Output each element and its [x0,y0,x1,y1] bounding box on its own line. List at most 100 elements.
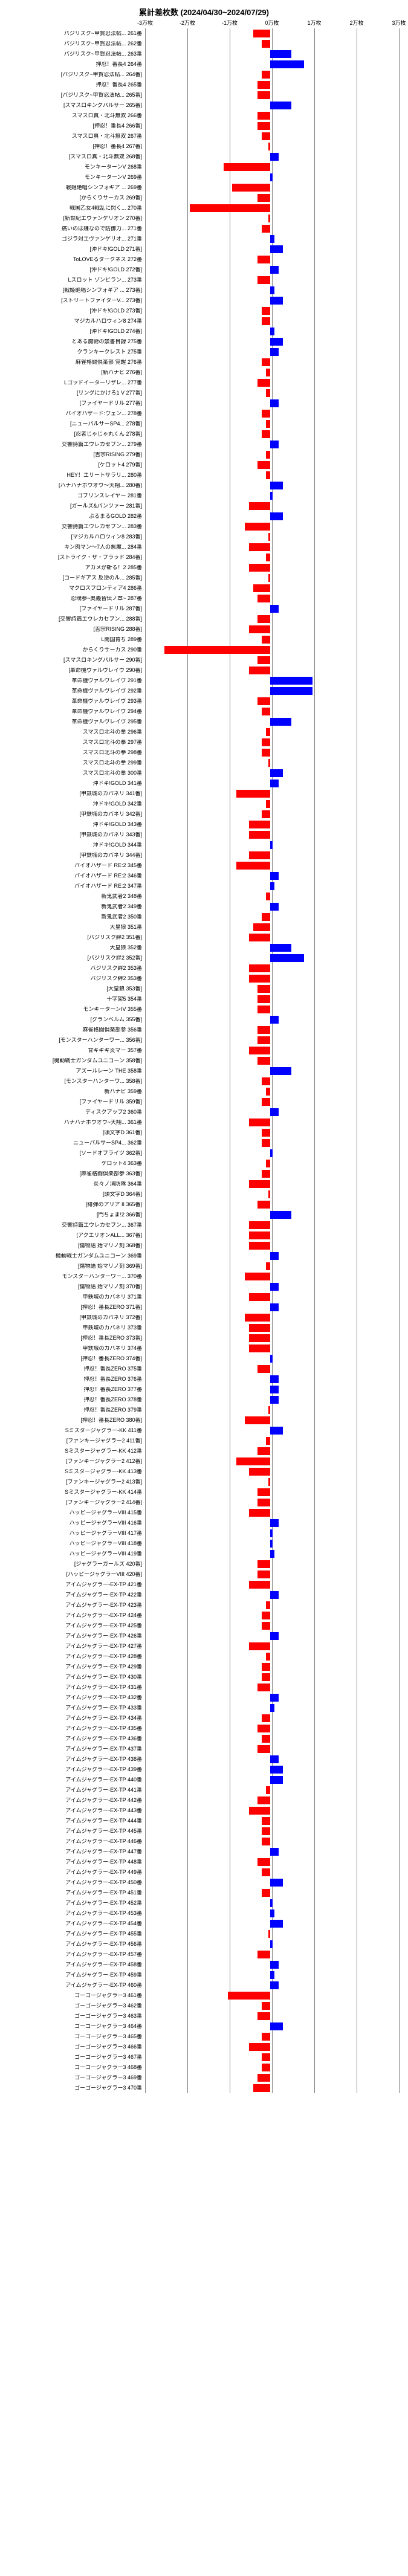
bar [270,235,274,243]
row-label: [大皇狼 353番] [6,986,143,992]
bar-area [143,1528,397,1538]
bar [270,1961,279,1969]
chart-row: [甲鉄城のカバネリ 344番] [6,850,402,860]
bar-area [143,850,397,860]
bar [262,913,270,921]
row-label: 革命機ヴァルヴレイヴ 291番 [6,678,143,683]
bar-area [143,2021,397,2032]
chart-row: 沖ドキ!GOLD 343番 [6,819,402,830]
bar [270,50,291,58]
bar-area [143,1641,397,1651]
row-label: [ファンキージャグラー2 412番] [6,1459,143,1464]
chart-row: クランキークレスト 275番 [6,347,402,357]
bar-area [143,2011,397,2021]
row-label: Sミスタージャグラー-KK 412番 [6,1448,143,1454]
chart-row: [バジリスク絆2 352番] [6,953,402,963]
bar-area [143,2001,397,2011]
chart-row: 甲鉄城のカバネリ 374番 [6,1343,402,1354]
chart-row: [押忍！番長ZERO 371番] [6,1302,402,1312]
bar-area [143,193,397,203]
row-label: [押忍！番長ZERO 380番] [6,1418,143,1423]
bar-area [143,2032,397,2042]
bar-area [143,542,397,552]
bar [249,1232,270,1239]
bar-area [143,172,397,182]
bar-area [143,1919,397,1929]
bar [262,1612,270,1619]
row-label: 新ハナビ 359番 [6,1089,143,1094]
bar [270,1283,279,1291]
bar [257,81,270,89]
bar-area [143,1775,397,1785]
bar [224,163,270,171]
bar [190,204,270,212]
bar [262,1098,270,1106]
row-label: ハッピージャグラーVIII 416番 [6,1520,143,1526]
chart-row: アイムジャグラー-EX-TP 459番 [6,1970,402,1980]
bar-area [143,121,397,131]
bar-area [143,254,397,265]
chart-row: [ファンキージャグラー2 412番] [6,1456,402,1467]
row-label: [スマスロ真・北斗無双 268番] [6,154,143,160]
row-label: [マジカルハロウィン8 283番] [6,534,143,540]
chart-row: アズールレーン THE 358番 [6,1066,402,1076]
bar-area [143,676,397,686]
row-label: [麻雀格闘倶楽部参 363番] [6,1171,143,1177]
chart-row: [沖ドキ!GOLD 274番] [6,326,402,337]
bar [266,451,270,459]
bar [249,625,270,633]
bar [270,1879,283,1887]
chart-row: アイムジャグラー-EX-TP 426番 [6,1631,402,1641]
bar-area [143,1980,397,1990]
row-label: ゴジラ対エヴァンゲリオ... 271番 [6,236,143,242]
row-label: ハッピージャグラーVIII 417番 [6,1531,143,1536]
bar-area [143,367,397,378]
chart-row: [甲鉄城のカバネリ 372番] [6,1312,402,1323]
chart-row: バイオハザード RE:2 347番 [6,881,402,891]
bar [262,225,270,233]
row-label: [甲鉄城のカバネリ 341番] [6,791,143,796]
bar-area [143,1138,397,1148]
bar-area [143,758,397,768]
bar-area [143,1580,397,1590]
bar-area [143,1179,397,1189]
chart-row: とある魔術の禁書目録 275番 [6,337,402,347]
chart-row: [ファンキージャグラー2 411番] [6,1436,402,1446]
chart-row: スマスロ真・北斗無双 267番 [6,131,402,141]
chart-row: [バジリスク~甲賀忍法帖... 264番] [6,69,402,80]
row-label: ゴーゴージャグラー3 469番 [6,2075,143,2080]
row-label: [ジャグラーガールズ 420番] [6,1561,143,1567]
bar [249,543,270,551]
bar-area [143,1312,397,1323]
chart-row: アイムジャグラー-EX-TP 434番 [6,1713,402,1723]
row-label: 機動戦士ガンダムユニコーン 369番 [6,1253,143,1259]
chart-row: アイムジャグラー-EX-TP 423番 [6,1600,402,1610]
bar [257,1201,270,1209]
bar [236,1457,270,1465]
row-label: バジリスク~甲賀忍法帖... 263番 [6,51,143,57]
bar [270,492,273,500]
bar-area [143,994,397,1004]
chart-row: スマスロ北斗の拳 300番 [6,768,402,778]
row-label: [バジリスク~甲賀忍法帖... 264番] [6,72,143,77]
chart-row: [押忍！番長ZERO 373番] [6,1333,402,1343]
row-label: からくりサーカス 290番 [6,647,143,653]
bar [266,728,270,736]
bar-area [143,1713,397,1723]
bar [266,420,270,428]
bar [257,1036,270,1044]
row-label: 忍魂参~奥義皆伝ノ章~ 287番 [6,596,143,601]
bar [257,1006,270,1013]
bar [262,1663,270,1671]
x-axis-tick: 1万枚 [307,19,321,27]
row-label: [押忍！番長4 266番] [6,123,143,129]
bar [257,615,270,623]
chart-row: アイムジャグラー-EX-TP 451番 [6,1888,402,1898]
bar-area [143,408,397,419]
chart-row: 革命機ヴァルヴレイヴ 292番 [6,686,402,696]
bar [245,1273,270,1280]
row-label: [押忍！番長ZERO 371番] [6,1305,143,1310]
chart-row: アイムジャグラー-EX-TP 456番 [6,1939,402,1949]
bar-area [143,1723,397,1734]
row-label: [甲鉄城のカバネリ 372番] [6,1315,143,1320]
